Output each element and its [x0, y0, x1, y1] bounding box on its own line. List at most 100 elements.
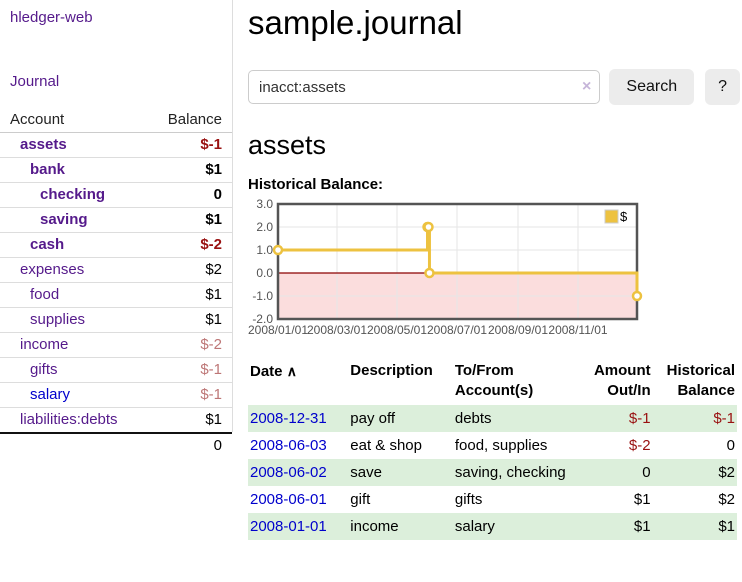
search-input-wrap: ×	[248, 70, 601, 104]
x-tick-label: 2008/09/01	[488, 323, 548, 337]
account-link-checking[interactable]: checking	[40, 186, 106, 203]
account-row: assets $-1	[0, 132, 232, 158]
header-amount: Amount Out/In	[593, 362, 651, 399]
account-balance: $-2	[146, 232, 232, 258]
accounts-total-row: 0	[0, 432, 232, 458]
legend-label: $	[620, 209, 628, 224]
help-button[interactable]: ?	[705, 69, 740, 105]
transaction-accounts: food, supplies	[454, 437, 548, 454]
account-row: cash $-2	[0, 232, 232, 258]
x-tick-label: 2008/11/01	[548, 323, 607, 337]
table-row: 2008-01-01 income salary $1 $1	[248, 513, 737, 540]
data-point	[631, 290, 643, 302]
account-link-gifts[interactable]: gifts	[30, 361, 58, 378]
x-tick-label: 2008/03/01	[307, 323, 367, 337]
account-link-saving[interactable]: saving	[40, 211, 88, 228]
transaction-accounts: salary	[454, 518, 495, 535]
accounts-total-value: 0	[146, 432, 232, 458]
transaction-balance: $2	[718, 491, 735, 508]
account-row: food $1	[0, 282, 232, 308]
accounts-header-balance: Balance	[146, 108, 232, 133]
header-balance: Historical Balance	[666, 362, 735, 399]
transaction-date-link[interactable]: 2008-12-31	[250, 410, 327, 427]
transaction-amount: $1	[633, 491, 651, 508]
account-link-salary[interactable]: salary	[30, 386, 71, 403]
clear-search-icon[interactable]: ×	[582, 78, 592, 95]
legend-swatch	[604, 209, 619, 224]
header-accounts: To/From Account(s)	[454, 362, 534, 399]
sidebar-item-journal[interactable]: Journal	[10, 73, 60, 90]
chart-title: Historical Balance:	[248, 176, 384, 193]
header-description: Description	[350, 362, 433, 379]
accounts-table: Account Balance assets $-1 bank $1 checking 0…	[0, 108, 232, 458]
transaction-date: 2008-06-01	[248, 486, 342, 513]
register-table: Date ∧ Description To/From Account(s) Am…	[248, 359, 737, 540]
transaction-amount: $-2	[628, 437, 651, 454]
transaction-balance: $-1	[713, 410, 735, 427]
accounts-table-header: Account Balance	[0, 108, 232, 133]
sidebar: hledger-web Journal Account Balance asse…	[0, 0, 233, 458]
account-link-supplies[interactable]: supplies	[30, 311, 86, 328]
account-link-income[interactable]: income	[20, 336, 69, 353]
transaction-description: save	[350, 464, 382, 481]
account-balance: $1	[146, 282, 232, 308]
transaction-date-link[interactable]: 2008-06-03	[250, 437, 327, 454]
transaction-balance: $1	[718, 518, 735, 535]
account-balance: $1	[146, 307, 232, 333]
account-link-assets[interactable]: assets	[20, 136, 67, 153]
account-balance: $1	[146, 207, 232, 233]
transaction-date-link[interactable]: 2008-01-01	[250, 518, 327, 535]
transaction-balance: 0	[726, 437, 735, 454]
transaction-description: eat & shop	[350, 437, 422, 454]
data-point	[423, 221, 434, 233]
y-tick-label: 1.0	[256, 243, 273, 257]
account-row: gifts $-1	[0, 357, 232, 383]
transaction-date: 2008-06-03	[248, 432, 342, 459]
account-link-food[interactable]: food	[30, 286, 60, 303]
transaction-accounts: saving, checking	[454, 464, 566, 481]
account-balance: $-1	[146, 132, 232, 158]
search-button[interactable]: Search	[609, 69, 695, 105]
transaction-date: 2008-06-02	[248, 459, 342, 486]
register-table-header: Date ∧ Description To/From Account(s) Am…	[248, 359, 737, 405]
transaction-amount: $1	[633, 518, 651, 535]
x-tick-label: 2008/01/01	[248, 323, 308, 337]
x-tick-label: 2008/07/01	[427, 323, 487, 337]
account-link-cash[interactable]: cash	[30, 236, 65, 253]
account-balance: 0	[146, 182, 232, 208]
header-date: Date ∧	[250, 363, 297, 380]
app-title-link[interactable]: hledger-web	[10, 9, 93, 26]
historical-balance-chart: $3.0 2.0 1.0 0.0 -1.0 -2.0 2008/01/01 2008/03/0…	[248, 197, 643, 342]
account-balance: $1	[146, 157, 232, 183]
sort-asc-icon: ∧	[286, 363, 297, 379]
table-row: 2008-12-31 pay off debts $-1 $-1	[248, 405, 737, 432]
transaction-date: 2008-01-01	[248, 513, 342, 540]
account-balance: $-1	[146, 357, 232, 383]
transaction-date-link[interactable]: 2008-06-02	[250, 464, 327, 481]
data-point	[424, 267, 435, 279]
page-title: sample.journal	[248, 4, 463, 41]
account-link-liabilities-debts[interactable]: liabilities:debts	[20, 411, 118, 428]
main-content: sample.journal × Search ? assets Histori…	[248, 0, 740, 540]
account-balance: $1	[146, 407, 232, 434]
search-form: × Search ?	[248, 69, 740, 105]
transaction-accounts: debts	[454, 410, 492, 427]
account-balance: $-1	[146, 382, 232, 408]
transaction-date: 2008-12-31	[248, 405, 342, 432]
y-tick-label: -2.0	[252, 312, 273, 326]
accounts-header-account: Account	[0, 108, 147, 133]
transaction-balance: $2	[718, 464, 735, 481]
account-heading: assets	[248, 130, 327, 160]
search-input[interactable]	[248, 70, 601, 104]
account-balance: $-2	[146, 332, 232, 358]
account-row: saving $1	[0, 207, 232, 233]
y-tick-label: 2.0	[256, 220, 273, 234]
account-link-expenses[interactable]: expenses	[20, 261, 85, 278]
account-row: checking 0	[0, 182, 232, 208]
table-row: 2008-06-03 eat & shop food, supplies $-2 0	[248, 432, 737, 459]
transaction-date-link[interactable]: 2008-06-01	[250, 491, 327, 508]
table-row: 2008-06-01 gift gifts $1 $2	[248, 486, 737, 513]
transaction-amount: $-1	[628, 410, 651, 427]
transaction-amount: 0	[642, 464, 651, 481]
account-link-bank[interactable]: bank	[30, 161, 66, 178]
